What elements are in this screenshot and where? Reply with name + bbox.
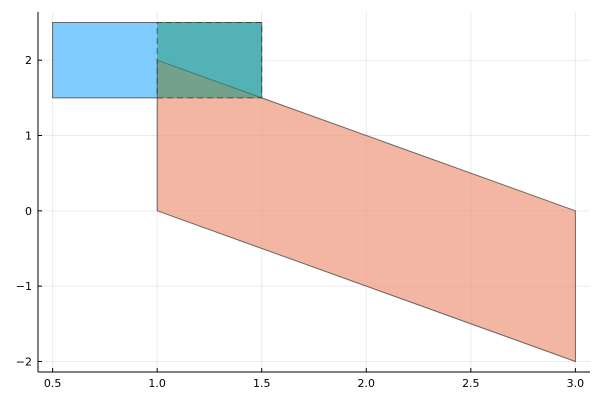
x-tick-label: 2.0 <box>358 377 376 390</box>
axes <box>37 12 590 373</box>
y-ticks: −2 −1 0 1 2 <box>16 54 42 368</box>
y-tick-label: 0 <box>25 205 32 218</box>
x-tick-label: 1.5 <box>253 377 271 390</box>
x-ticks: 0.5 1.0 1.5 2.0 2.5 3.0 <box>44 368 584 390</box>
x-tick-label: 0.5 <box>44 377 62 390</box>
series-polygon-2 <box>156 59 576 363</box>
series-polygon-3 <box>156 22 263 99</box>
y-tick-label: 2 <box>25 54 32 67</box>
x-tick-label: 3.0 <box>567 377 585 390</box>
y-tick-label: 1 <box>25 130 32 143</box>
x-tick-label: 1.0 <box>148 377 166 390</box>
y-tick-label: −2 <box>16 355 32 368</box>
y-tick-label: −1 <box>16 280 32 293</box>
x-tick-label: 2.5 <box>462 377 480 390</box>
series-layer <box>52 22 576 363</box>
